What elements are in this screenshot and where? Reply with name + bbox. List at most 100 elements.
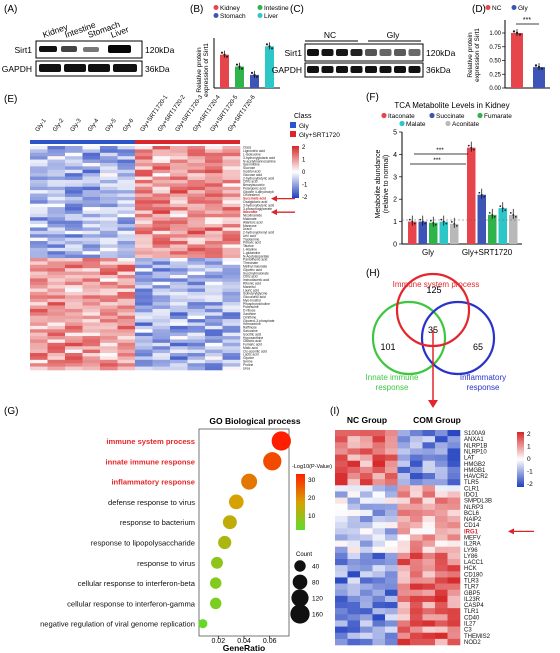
heat-cell	[82, 179, 101, 184]
gene-label: MEFV	[464, 535, 481, 541]
heat-cell	[410, 589, 423, 597]
heat-cell	[47, 183, 66, 188]
i-group-com: COM Group	[413, 415, 461, 425]
f-ylabel-line1: Metabolite abundance	[375, 149, 382, 218]
heat-cell	[372, 534, 386, 541]
heat-cell	[385, 583, 398, 591]
blot-row-gapdh: GAPDH	[272, 65, 302, 75]
metabolite-label: Glycerol-3-phosphate	[243, 319, 275, 323]
heat-cell	[360, 460, 373, 468]
heat-cell	[360, 436, 373, 443]
metabolite-label: Glycine 4-dihydroxyb	[243, 190, 274, 194]
heat-cell	[30, 261, 48, 266]
heat-cell	[187, 281, 206, 286]
heat-cell	[135, 234, 153, 238]
heat-cell	[82, 359, 101, 364]
panel-f-label: (F)	[366, 92, 379, 103]
heat-cell	[47, 315, 66, 320]
heat-cell	[360, 577, 373, 584]
heat-cell	[205, 247, 223, 252]
heat-cell	[30, 234, 48, 238]
point	[250, 71, 254, 75]
blot-kda-gapdh: 36kDa	[426, 65, 451, 75]
heat-cell	[385, 485, 398, 492]
heat-cell	[47, 271, 66, 276]
heat-cell	[397, 540, 411, 548]
heat-cell	[187, 264, 206, 269]
legend-label: Itaconate	[388, 113, 415, 120]
panel-c: (C) NC Gly Sirt1 GAPDH 120kDa 36kDa	[272, 4, 456, 78]
heat-cell	[347, 491, 361, 498]
heat-cell	[82, 183, 101, 188]
heat-cell	[117, 234, 136, 238]
highlight-arrowhead	[508, 528, 514, 535]
heat-cell	[347, 534, 361, 541]
metabolite-label: Isobutyrylglycine	[243, 292, 268, 296]
heat-cell	[100, 237, 118, 242]
gene-label: NLRP1B	[464, 443, 487, 449]
g-xlabel: GeneRatio	[223, 643, 266, 653]
heat-cell	[100, 200, 118, 204]
heat-cell	[30, 230, 48, 235]
heat-cell	[187, 210, 206, 215]
heat-cell	[335, 565, 348, 572]
metabolite-label: Sarcosine	[243, 329, 258, 333]
heat-cell	[422, 632, 436, 640]
heat-cell	[170, 234, 188, 238]
heat-cell	[117, 332, 136, 337]
heat-cell	[117, 298, 136, 303]
heat-cell	[422, 583, 436, 591]
heat-cell	[82, 166, 101, 171]
heat-cell	[397, 638, 411, 646]
heat-cell	[170, 359, 188, 364]
heat-cell	[47, 156, 66, 160]
heat-cell	[117, 183, 136, 188]
heat-cell	[117, 149, 136, 154]
heat-cell	[205, 308, 223, 313]
panel-f: (F) TCA Metabolite Levels in Kidney Itac…	[366, 92, 522, 257]
heat-cell	[100, 241, 118, 245]
heat-cell	[372, 614, 386, 621]
heat-cell	[30, 353, 48, 357]
heat-cell	[187, 234, 206, 238]
heat-cell	[117, 342, 136, 347]
heat-cell	[435, 442, 448, 449]
heat-cell	[187, 274, 206, 279]
heat-cell	[170, 295, 188, 300]
panel-g-label: (G)	[4, 406, 18, 417]
heat-cell	[397, 528, 411, 535]
heat-cell	[82, 366, 101, 371]
size-legend-label: 160	[312, 612, 323, 619]
heat-cell	[82, 288, 101, 293]
heat-cell	[187, 288, 206, 293]
heat-cell	[447, 583, 461, 591]
venn-count-left: 101	[380, 342, 395, 352]
go-dot	[222, 515, 237, 530]
heat-cell	[135, 342, 153, 347]
point	[265, 43, 269, 46]
heat-cell	[422, 589, 436, 597]
metabolite-label: L-Alanine	[243, 248, 257, 252]
heat-cell	[222, 315, 241, 320]
bar	[509, 214, 518, 244]
heat-cell	[82, 298, 101, 303]
point	[270, 47, 274, 50]
heat-cell	[30, 336, 48, 340]
heat-cell	[222, 342, 241, 347]
point	[255, 75, 259, 79]
heat-cell	[205, 213, 223, 218]
band	[394, 49, 406, 56]
heat-cell	[410, 503, 423, 511]
heat-cell	[372, 608, 386, 615]
heat-cell	[205, 366, 223, 371]
heat-cell	[117, 193, 136, 198]
heat-cell	[170, 315, 188, 320]
heat-cell	[205, 190, 223, 194]
heat-cell	[205, 251, 223, 255]
heat-cell	[205, 349, 223, 354]
heat-cell	[170, 308, 188, 313]
heat-cell	[65, 268, 83, 272]
heat-cell	[435, 436, 448, 443]
gene-label: CASP4	[464, 603, 484, 609]
